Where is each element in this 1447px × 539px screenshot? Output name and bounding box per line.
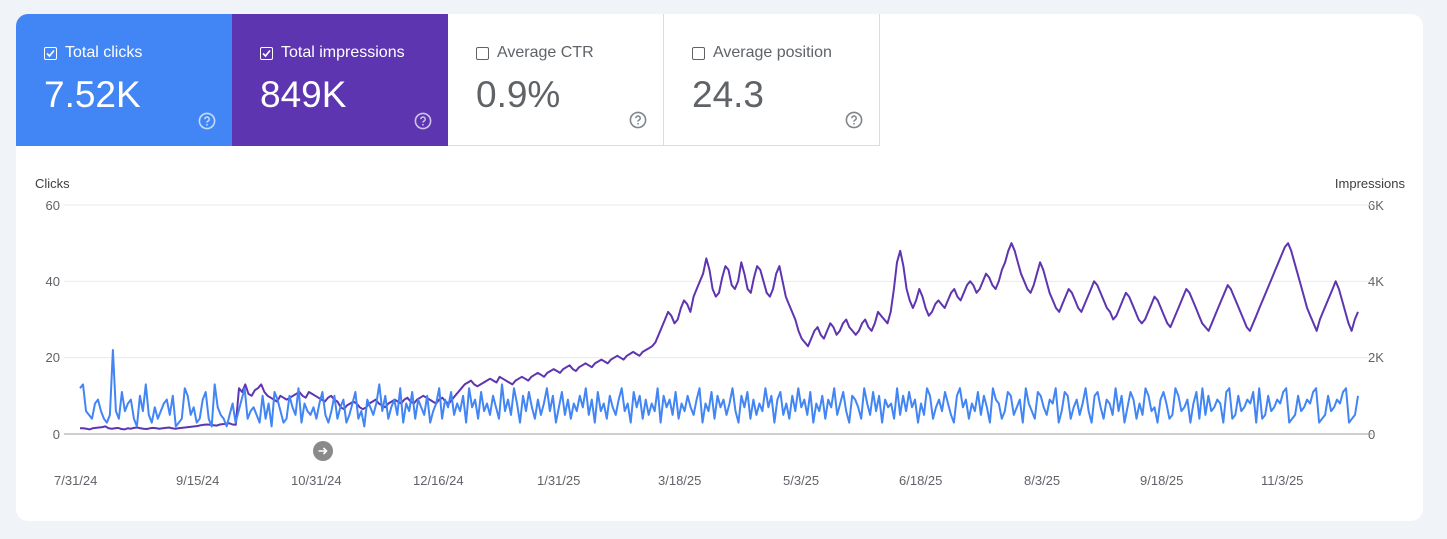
y-left-tick: 60: [45, 198, 60, 213]
x-tick: 12/16/24: [413, 473, 464, 488]
x-tick: 6/18/25: [899, 473, 943, 488]
performance-chart: [64, 204, 1372, 435]
chart-gridlines: [64, 204, 1372, 435]
performance-panel: Total clicks 7.52K Total impressions 849…: [16, 14, 1423, 521]
help-circle-icon[interactable]: [414, 112, 432, 130]
chart-series: [79, 242, 1359, 431]
y-left-axis-title: Clicks: [35, 176, 70, 191]
y-left-tick: 20: [45, 350, 60, 365]
average-position-card[interactable]: Average position 24.3: [664, 14, 880, 146]
total-impressions-value: 849K: [260, 74, 347, 115]
average-ctr-card[interactable]: Average CTR 0.9%: [448, 14, 664, 146]
y-left-tick: 0: [52, 427, 60, 442]
total-clicks-value: 7.52K: [44, 74, 141, 115]
checkbox-icon[interactable]: [476, 46, 489, 60]
x-tick: 3/18/25: [658, 473, 702, 488]
average-ctr-label: Average CTR: [497, 44, 594, 61]
x-tick: 11/3/25: [1261, 473, 1304, 488]
y-right-tick: 4K: [1368, 274, 1384, 289]
total-clicks-label: Total clicks: [65, 44, 143, 61]
arrow-right-icon[interactable]: [313, 441, 333, 461]
help-circle-icon[interactable]: [845, 111, 863, 129]
total-impressions-line: [80, 242, 1359, 431]
y-right-axis-title: Impressions: [1334, 176, 1405, 191]
x-tick: 1/31/25: [537, 473, 581, 488]
x-tick: 5/3/25: [783, 473, 820, 488]
checkbox-icon[interactable]: [44, 46, 57, 60]
x-tick: 9/18/25: [1140, 473, 1184, 488]
y-right-tick: 6K: [1368, 198, 1384, 213]
average-position-label: Average position: [713, 44, 832, 61]
average-ctr-value: 0.9%: [476, 74, 561, 115]
total-clicks-card[interactable]: Total clicks 7.52K: [16, 14, 232, 146]
average-position-value: 24.3: [692, 74, 765, 115]
help-circle-icon[interactable]: [198, 112, 216, 130]
x-tick: 8/3/25: [1024, 473, 1061, 488]
help-circle-icon[interactable]: [629, 111, 647, 129]
x-tick: 10/31/24: [291, 473, 342, 488]
x-tick: 9/15/24: [176, 473, 220, 488]
y-left-tick: 40: [45, 274, 60, 289]
checkbox-icon[interactable]: [692, 46, 705, 60]
metric-cards: Total clicks 7.52K Total impressions 849…: [16, 14, 880, 146]
checkbox-icon[interactable]: [260, 46, 273, 60]
total-impressions-label: Total impressions: [281, 44, 405, 61]
x-tick: 7/31/24: [54, 473, 98, 488]
total-clicks-line: [79, 349, 1359, 428]
y-right-tick: 2K: [1368, 350, 1384, 365]
total-impressions-card[interactable]: Total impressions 849K: [232, 14, 448, 146]
